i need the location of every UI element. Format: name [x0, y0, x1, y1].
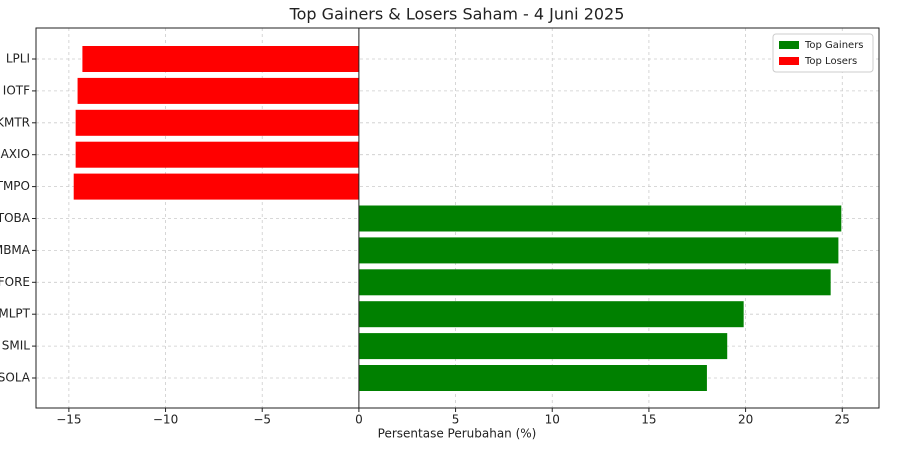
- x-tick-label: −15: [56, 413, 81, 427]
- legend-label: Top Losers: [804, 56, 857, 67]
- bar: [77, 77, 359, 104]
- bar: [358, 269, 831, 296]
- bar: [358, 205, 842, 232]
- y-tick-label: TOBA: [0, 211, 31, 225]
- y-tick-label: SMIL: [2, 339, 31, 353]
- y-tick-label: SOLA: [0, 371, 31, 385]
- legend-swatch: [779, 57, 799, 65]
- x-tick-label: 0: [355, 413, 363, 427]
- x-tick-label: −10: [153, 413, 178, 427]
- bar: [358, 365, 707, 391]
- x-tick-label: 5: [452, 413, 460, 427]
- x-tick-label: 20: [738, 413, 753, 427]
- y-tick-label: KMTR: [0, 115, 30, 129]
- legend-swatch: [779, 41, 799, 49]
- y-tick-label: AXIO: [1, 147, 30, 161]
- bar: [358, 301, 744, 328]
- bar: [75, 141, 359, 168]
- bar: [358, 237, 839, 264]
- x-tick-label: 15: [641, 413, 656, 427]
- plot-frame: [35, 27, 880, 409]
- bar: [358, 333, 728, 360]
- y-tick-label: MBMA: [0, 243, 31, 257]
- y-tick-label: IOTF: [3, 83, 30, 97]
- bar: [82, 46, 359, 72]
- chart-title: Top Gainers & Losers Saham - 4 Juni 2025: [289, 5, 625, 24]
- x-axis-label: Persentase Perubahan (%): [378, 427, 537, 441]
- y-tick-label: LPLI: [6, 52, 30, 66]
- bar: [73, 173, 359, 200]
- y-tick-label: FORE: [0, 275, 30, 289]
- x-tick-label: 25: [835, 413, 850, 427]
- legend-label: Top Gainers: [804, 40, 864, 51]
- y-tick-label: TMPO: [0, 179, 30, 193]
- bar: [75, 109, 359, 136]
- y-tick-label: MLPT: [0, 307, 31, 321]
- x-tick-label: 10: [545, 413, 560, 427]
- x-tick-label: −5: [253, 413, 271, 427]
